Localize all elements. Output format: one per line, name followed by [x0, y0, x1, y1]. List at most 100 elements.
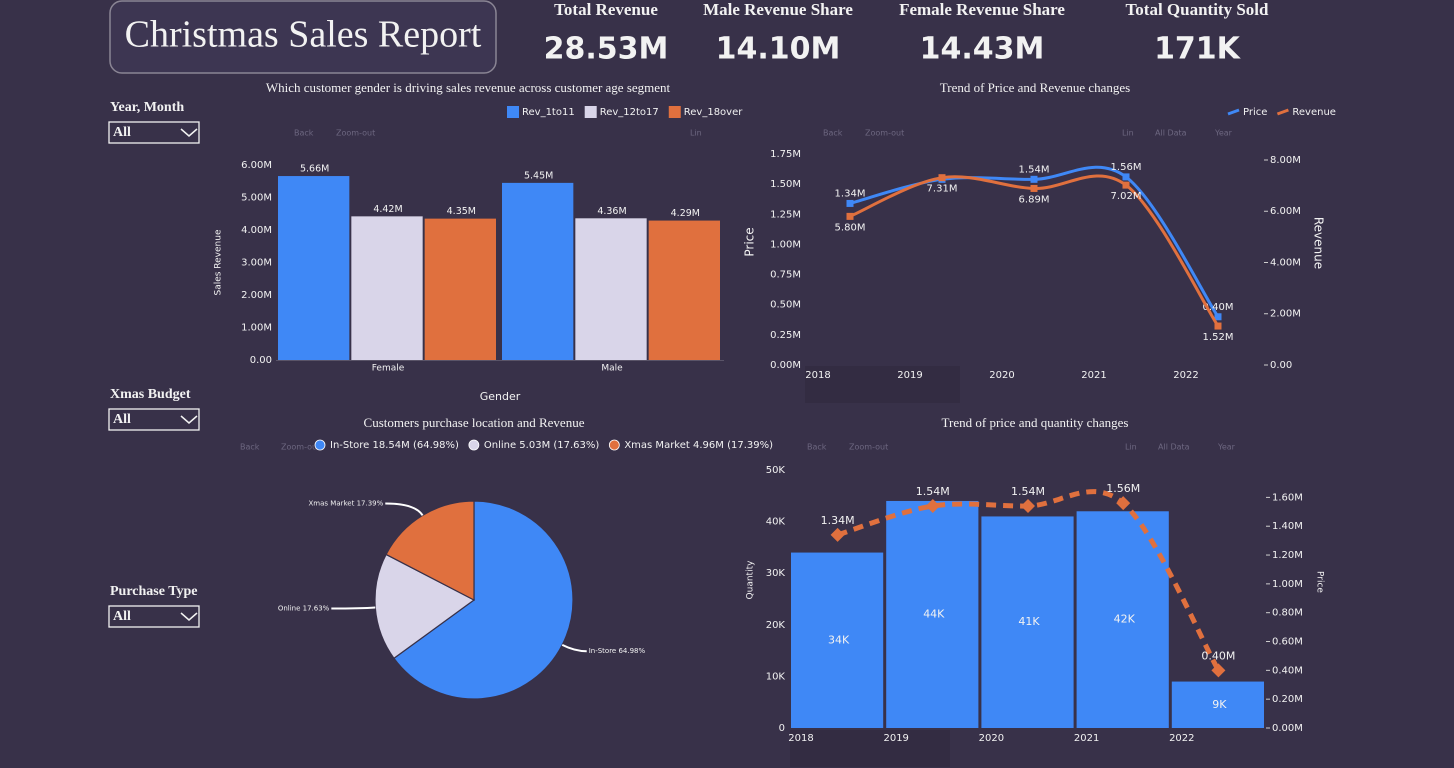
- legend-label: Online 5.03M (17.63%): [484, 440, 600, 451]
- y-tick-label: 0.25M: [770, 330, 801, 341]
- toolbar-scale[interactable]: Lin: [1122, 129, 1134, 138]
- point: [1211, 663, 1226, 678]
- y-tick-label: 10K: [766, 671, 786, 682]
- kpi-value: 14.10M: [716, 32, 841, 67]
- point: [1214, 322, 1222, 330]
- toolbar-zoom-out[interactable]: Zoom-out: [865, 129, 904, 138]
- data-label: 42K: [1114, 613, 1136, 626]
- toolbar-back[interactable]: Back: [823, 129, 843, 138]
- data-label: 4.29M: [671, 208, 700, 219]
- toolbar-year[interactable]: Year: [1214, 129, 1233, 138]
- bar: [981, 516, 1074, 728]
- callout-line: [331, 606, 376, 610]
- x-tick-label: 2020: [989, 370, 1014, 381]
- y2-tick-label: 1.00M: [1272, 579, 1303, 590]
- bar: [424, 218, 496, 360]
- bar: [1171, 681, 1264, 728]
- y-tick-label: 6.00M: [241, 160, 272, 171]
- legend-swatch: [668, 106, 681, 118]
- bar: [575, 218, 647, 360]
- report-title: Christmas Sales Report: [125, 14, 482, 56]
- y2-tick-label: 0.00: [1270, 360, 1292, 371]
- toolbar-all-data[interactable]: All Data: [1155, 129, 1187, 138]
- point: [830, 527, 845, 542]
- data-label: 7.31M: [927, 184, 958, 195]
- toolbar-scale[interactable]: Lin: [1125, 443, 1137, 452]
- legend-swatch: [314, 439, 326, 451]
- data-label: 9K: [1212, 698, 1227, 711]
- filter-value: All: [113, 125, 131, 140]
- legend-label: Price: [1243, 107, 1267, 118]
- point: [1116, 496, 1131, 511]
- pie-slice: [393, 500, 574, 700]
- filter-label: Purchase Type: [110, 584, 198, 599]
- point: [1021, 499, 1035, 514]
- filter-dropdown[interactable]: [108, 605, 200, 628]
- toolbar-back[interactable]: Back: [294, 129, 314, 138]
- bar: [351, 216, 423, 360]
- y-tick-label: 5.00M: [241, 193, 272, 204]
- bar: [502, 182, 574, 360]
- y-tick-label: 0.00: [250, 355, 272, 366]
- line: [836, 489, 1221, 672]
- toolbar-zoom-out[interactable]: Zoom-out: [336, 129, 375, 138]
- filter-dropdown[interactable]: [108, 408, 200, 431]
- y2-tick-label: 0.60M: [1272, 637, 1303, 648]
- y-tick-label: 50K: [766, 465, 786, 476]
- filter-dropdown[interactable]: [108, 121, 200, 144]
- dropdown-chevron[interactable]: [180, 612, 198, 621]
- y-tick-label: 2.00M: [241, 290, 272, 301]
- y-tick-label: 1.00M: [241, 323, 272, 334]
- kpi-value: 14.43M: [920, 32, 1045, 67]
- scroll-area: [805, 366, 960, 403]
- y2-tick-label: 0.40M: [1272, 665, 1303, 676]
- x-tick-label: 2018: [805, 370, 830, 381]
- toolbar-zoom-out[interactable]: Zoom-out: [849, 443, 888, 452]
- filter-value: All: [113, 412, 131, 427]
- data-label: 0.40M: [1203, 302, 1234, 313]
- data-label: 5.45M: [524, 170, 553, 181]
- data-label: 44K: [923, 607, 945, 620]
- point: [1030, 175, 1038, 183]
- data-label: 1.34M: [821, 514, 855, 527]
- data-label: 4.36M: [597, 206, 626, 217]
- toolbar-year[interactable]: Year: [1217, 443, 1236, 452]
- kpi-label: Total Revenue: [554, 0, 658, 19]
- y2-tick-label: 1.60M: [1272, 492, 1303, 503]
- y-tick-label: 0.00M: [770, 360, 801, 371]
- y-axis-title: Price: [743, 227, 757, 256]
- point: [1122, 181, 1130, 189]
- data-label: 41K: [1018, 615, 1040, 628]
- x-tick-label: Male: [601, 364, 623, 374]
- y2-tick-label: 1.40M: [1272, 521, 1303, 532]
- data-label: 7.02M: [1111, 191, 1142, 202]
- toolbar-zoom-out[interactable]: Zoom-out: [281, 443, 320, 452]
- y-tick-label: 30K: [766, 568, 786, 579]
- dropdown-chevron[interactable]: [180, 415, 198, 424]
- y2-tick-label: 0.80M: [1272, 608, 1303, 619]
- point: [1030, 184, 1038, 192]
- y-tick-label: 1.25M: [770, 209, 801, 220]
- toolbar-back[interactable]: Back: [807, 443, 827, 452]
- x-tick-label: 2021: [1081, 370, 1106, 381]
- dropdown-chevron[interactable]: [180, 128, 198, 137]
- legend-label: Rev_18over: [684, 107, 743, 118]
- chart-title: Customers purchase location and Revenue: [364, 415, 585, 430]
- toolbar-back[interactable]: Back: [240, 443, 260, 452]
- toolbar-all-data[interactable]: All Data: [1158, 443, 1190, 452]
- y-tick-label: 20K: [766, 620, 786, 631]
- chart-title: Trend of price and quantity changes: [942, 415, 1129, 430]
- y2-axis-title: Price: [1315, 571, 1325, 593]
- legend-swatch: [584, 106, 597, 118]
- x-tick-label: 2019: [897, 370, 922, 381]
- toolbar-scale[interactable]: Lin: [690, 129, 702, 138]
- data-label: 1.56M: [1111, 162, 1142, 173]
- callout-line: [385, 502, 424, 516]
- legend-label: In-Store 18.54M (64.98%): [330, 440, 459, 451]
- data-label: 1.34M: [835, 188, 866, 199]
- data-label: 5.66M: [300, 164, 329, 175]
- y2-tick-label: 4.00M: [1270, 257, 1301, 268]
- kpi-value: 28.53M: [544, 32, 669, 67]
- point: [1214, 313, 1222, 321]
